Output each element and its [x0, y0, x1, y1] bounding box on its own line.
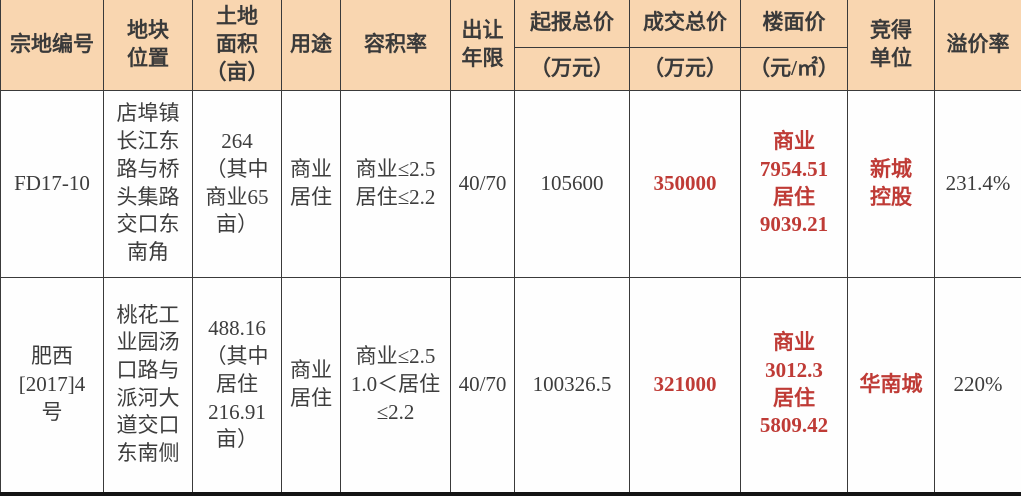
table-row: FD17-10 店埠镇 长江东 路与桥 头集路 交口东 南角 264 （其中 商…	[0, 89, 1021, 278]
cell-location: 桃花工 业园汤 口路与 派河大 道交口 东南侧	[103, 276, 193, 495]
cell-plot-ratio: 商业≤2.5 居住≤2.2	[340, 89, 451, 278]
header-floor-price-unit: （元/㎡）	[740, 46, 848, 91]
cell-deal-price: 321000	[629, 276, 741, 495]
header-tenure: 出让 年限	[450, 0, 515, 91]
header-location: 地块 位置	[103, 0, 193, 91]
header-row-top: 宗地编号 地块 位置 土地 面积 （亩） 用途 容积率 出让 年限 起报总价 成…	[0, 0, 1021, 91]
cell-tenure: 40/70	[450, 89, 515, 278]
cell-land-area: 264 （其中 商业65 亩）	[192, 89, 282, 278]
header-start-price-unit: （万元）	[514, 46, 630, 91]
cell-floor-price: 商业 3012.3 居住 5809.42	[740, 276, 848, 495]
cell-land-area: 488.16 （其中 居住 216.91 亩）	[192, 276, 282, 495]
cell-parcel-id: 肥西 [2017]4 号	[0, 276, 104, 495]
cell-location: 店埠镇 长江东 路与桥 头集路 交口东 南角	[103, 89, 193, 278]
cell-usage: 商业 居住	[281, 89, 341, 278]
cell-floor-price: 商业 7954.51 居住 9039.21	[740, 89, 848, 278]
header-deal-price: 成交总价	[629, 0, 741, 48]
cell-winner: 新城 控股	[847, 89, 935, 278]
cell-deal-price: 350000	[629, 89, 741, 278]
header-plot-ratio: 容积率	[340, 0, 451, 91]
header-usage: 用途	[281, 0, 341, 91]
table-row: 肥西 [2017]4 号 桃花工 业园汤 口路与 派河大 道交口 东南侧 488…	[0, 276, 1021, 495]
cell-start-price: 100326.5	[514, 276, 630, 495]
cell-plot-ratio: 商业≤2.5 1.0＜居住 ≤2.2	[340, 276, 451, 495]
cell-premium-rate: 231.4%	[934, 89, 1021, 278]
cell-premium-rate: 220%	[934, 276, 1021, 495]
header-land-area: 土地 面积 （亩）	[192, 0, 282, 91]
header-premium-rate: 溢价率	[934, 0, 1021, 91]
cell-parcel-id: FD17-10	[0, 89, 104, 278]
header-floor-price: 楼面价	[740, 0, 848, 48]
cell-winner: 华南城	[847, 276, 935, 495]
header-parcel-id: 宗地编号	[0, 0, 104, 91]
cell-start-price: 105600	[514, 89, 630, 278]
cell-tenure: 40/70	[450, 276, 515, 495]
header-deal-price-unit: （万元）	[629, 46, 741, 91]
header-winner: 竞得 单位	[847, 0, 935, 91]
header-start-price: 起报总价	[514, 0, 630, 48]
cell-usage: 商业 居住	[281, 276, 341, 495]
header-row-units: （万元） （万元） （元/㎡）	[1, 46, 1021, 91]
